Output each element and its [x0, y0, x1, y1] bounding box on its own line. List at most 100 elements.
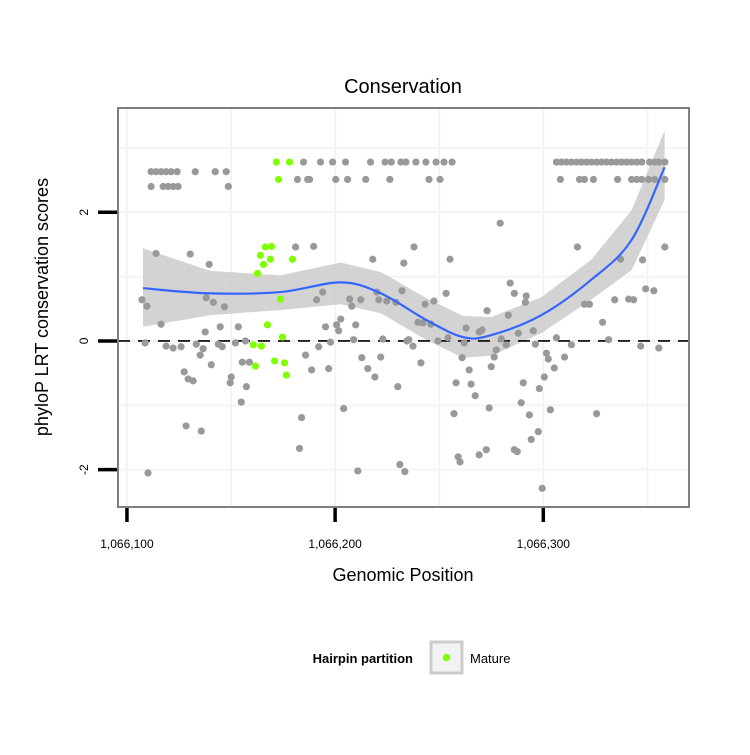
data-point-other: [478, 326, 486, 334]
data-point-other: [396, 460, 404, 469]
data-point-other: [483, 307, 491, 315]
data-point-other: [138, 296, 146, 304]
data-point-other: [348, 302, 356, 310]
data-point-other: [645, 175, 653, 184]
data-point-other: [617, 158, 626, 166]
data-point-other: [485, 404, 493, 412]
data-point-other: [293, 175, 302, 184]
x-tick-label: 1,066,300: [517, 537, 571, 551]
data-point-other: [354, 467, 362, 475]
data-point-other: [622, 158, 631, 166]
data-point-other: [519, 379, 527, 387]
data-point-other: [295, 444, 304, 453]
data-point-other: [633, 158, 641, 166]
data-point-other: [612, 158, 621, 166]
data-point-other: [546, 406, 554, 414]
data-point-other: [369, 255, 377, 263]
data-point-other: [152, 249, 160, 258]
data-point-other: [496, 219, 504, 227]
data-point-other: [514, 329, 522, 337]
data-point-other: [401, 468, 409, 476]
data-point-other: [567, 341, 575, 349]
axes: 1,066,100 1,066,200 1,066,300 -2 0 2: [77, 209, 570, 551]
data-point-other: [421, 300, 429, 308]
data-point-other: [305, 175, 314, 184]
data-point-other: [315, 343, 323, 351]
data-point-other: [611, 296, 619, 304]
data-point-other: [557, 158, 565, 166]
data-point-other: [661, 158, 669, 166]
data-point-other: [534, 428, 542, 436]
data-point-other: [169, 344, 177, 352]
data-point-mature: [278, 333, 287, 341]
x-axis-label: Genomic Position: [332, 565, 473, 585]
x-tick-label: 1,066,200: [308, 537, 362, 551]
smooth-line: [142, 166, 666, 340]
data-point-other: [458, 354, 466, 362]
data-point-mature: [270, 357, 279, 365]
data-point-other: [444, 334, 452, 342]
data-point-other: [655, 344, 663, 352]
data-point-other: [310, 242, 318, 250]
data-point-other: [224, 182, 232, 191]
y-tick-label: 2: [77, 209, 91, 216]
data-point-other: [173, 168, 181, 176]
data-point-other: [196, 351, 204, 359]
data-point-other: [422, 158, 430, 166]
data-point-other: [182, 422, 190, 430]
data-point-other: [167, 168, 175, 176]
legend-key-mature-dot: [442, 653, 451, 662]
data-point-other: [381, 158, 389, 166]
data-point-other: [364, 365, 372, 373]
data-point-other: [607, 158, 616, 166]
data-point-other: [417, 359, 425, 367]
data-point-mature: [263, 321, 272, 329]
data-point-other: [199, 345, 207, 353]
data-point-other: [510, 289, 518, 297]
data-point-other: [227, 373, 235, 381]
data-point-mature: [285, 158, 294, 166]
data-point-other: [186, 250, 194, 258]
data-point-other: [291, 243, 300, 251]
data-point-other: [410, 243, 418, 251]
data-point-other: [425, 175, 433, 184]
data-point-other: [655, 158, 663, 166]
data-point-other: [144, 469, 152, 477]
plot-border: [117, 107, 690, 508]
data-point-mature: [274, 175, 283, 184]
data-point-other: [567, 158, 575, 166]
data-point-other: [375, 296, 383, 304]
data-point-other: [337, 315, 345, 323]
data-point-other: [394, 383, 402, 391]
data-point-mature: [280, 359, 289, 367]
data-point-other: [497, 335, 505, 343]
data-point-other: [613, 175, 622, 184]
data-point-other: [529, 327, 537, 335]
data-point-other: [638, 256, 647, 264]
x-tick-label: 1,066,100: [100, 537, 154, 551]
data-point-other: [432, 158, 440, 166]
data-point-other: [192, 340, 200, 348]
data-point-other: [325, 365, 333, 373]
data-point-other: [307, 366, 316, 374]
data-point-mature: [266, 255, 274, 263]
data-point-other: [164, 182, 172, 191]
data-point-other: [321, 323, 330, 331]
data-point-other: [582, 158, 591, 166]
data-point-other: [580, 300, 589, 308]
data-point-other: [517, 399, 525, 407]
data-point-other: [585, 300, 594, 308]
y-tick-label: 0: [77, 337, 91, 344]
data-point-other: [430, 297, 438, 305]
data-point-other: [211, 168, 219, 176]
data-point-mature: [256, 251, 264, 259]
data-point-other: [377, 353, 385, 361]
points: [138, 158, 669, 492]
data-point-other: [504, 311, 512, 319]
data-point-other: [487, 363, 495, 371]
data-point-other: [197, 427, 205, 435]
data-point-other: [226, 379, 234, 387]
legend-title: Hairpin partition: [313, 651, 413, 666]
